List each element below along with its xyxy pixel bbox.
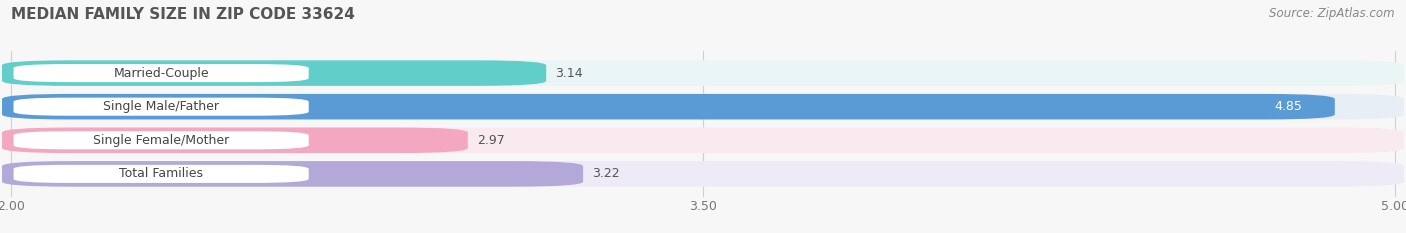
FancyBboxPatch shape (1, 94, 1405, 120)
FancyBboxPatch shape (14, 64, 309, 82)
Text: 3.22: 3.22 (592, 167, 620, 180)
Text: Source: ZipAtlas.com: Source: ZipAtlas.com (1270, 7, 1395, 20)
FancyBboxPatch shape (1, 161, 1405, 187)
FancyBboxPatch shape (14, 98, 309, 116)
Text: 2.97: 2.97 (477, 134, 505, 147)
Text: MEDIAN FAMILY SIZE IN ZIP CODE 33624: MEDIAN FAMILY SIZE IN ZIP CODE 33624 (11, 7, 356, 22)
FancyBboxPatch shape (1, 127, 468, 153)
FancyBboxPatch shape (1, 60, 546, 86)
FancyBboxPatch shape (1, 127, 1405, 153)
FancyBboxPatch shape (14, 165, 309, 183)
Text: 3.14: 3.14 (555, 67, 583, 80)
Text: Married-Couple: Married-Couple (114, 67, 209, 80)
FancyBboxPatch shape (1, 60, 1405, 86)
FancyBboxPatch shape (14, 131, 309, 149)
Text: Total Families: Total Families (120, 167, 202, 180)
Text: Single Male/Father: Single Male/Father (103, 100, 219, 113)
Text: 4.85: 4.85 (1275, 100, 1302, 113)
Text: Single Female/Mother: Single Female/Mother (93, 134, 229, 147)
FancyBboxPatch shape (1, 161, 583, 187)
FancyBboxPatch shape (1, 94, 1334, 120)
